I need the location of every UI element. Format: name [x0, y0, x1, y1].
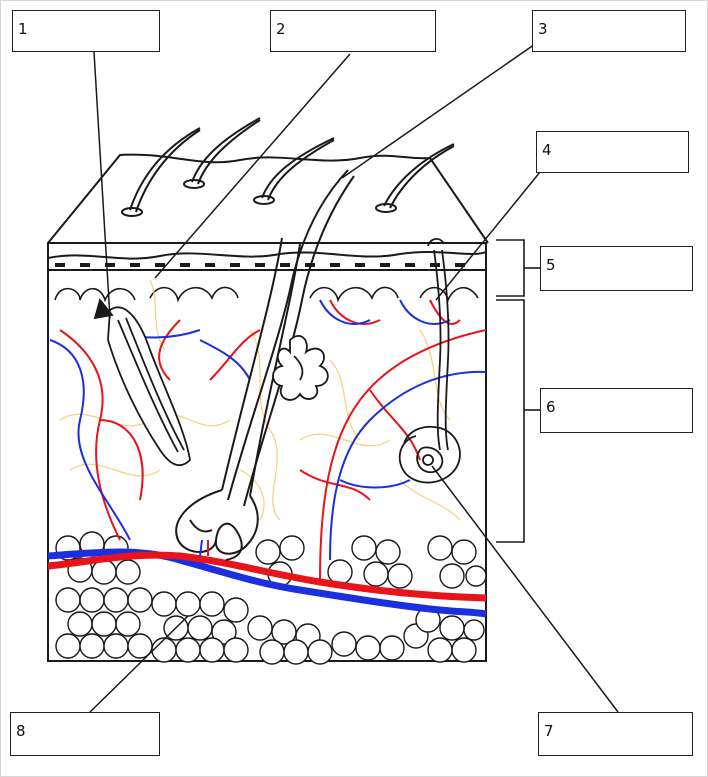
label-number-7: 7: [544, 722, 554, 740]
sebaceous-gland: [272, 335, 329, 401]
label-number-2: 2: [276, 20, 286, 38]
hair-follicle: [175, 169, 355, 561]
label-box-8[interactable]: 8: [10, 712, 160, 756]
label-box-6[interactable]: 6: [540, 388, 693, 433]
follicle-blood-supply: [199, 539, 203, 557]
large-artery: [47, 551, 487, 602]
nerve-fibers: [59, 279, 461, 521]
surface-hairs: [121, 117, 455, 217]
label-box-3[interactable]: 3: [532, 10, 686, 52]
label-number-6: 6: [546, 398, 556, 416]
label-number-1: 1: [18, 20, 28, 38]
label-box-1[interactable]: 1: [12, 10, 160, 52]
vein-vessels: [49, 299, 487, 561]
leader-lines: [89, 41, 619, 713]
layer-brackets: [496, 239, 540, 543]
sweat-gland: [398, 238, 461, 484]
label-number-5: 5: [546, 256, 556, 274]
arrector-pili-muscle: [93, 298, 191, 467]
dermal-papillae: [54, 286, 479, 303]
label-number-3: 3: [538, 20, 548, 38]
label-box-7[interactable]: 7: [538, 712, 693, 756]
label-box-2[interactable]: 2: [270, 10, 436, 52]
label-number-4: 4: [542, 141, 552, 159]
label-box-5[interactable]: 5: [540, 246, 693, 291]
epidermis-cells: [55, 263, 465, 267]
label-number-8: 8: [16, 722, 26, 740]
label-box-4[interactable]: 4: [536, 131, 689, 173]
